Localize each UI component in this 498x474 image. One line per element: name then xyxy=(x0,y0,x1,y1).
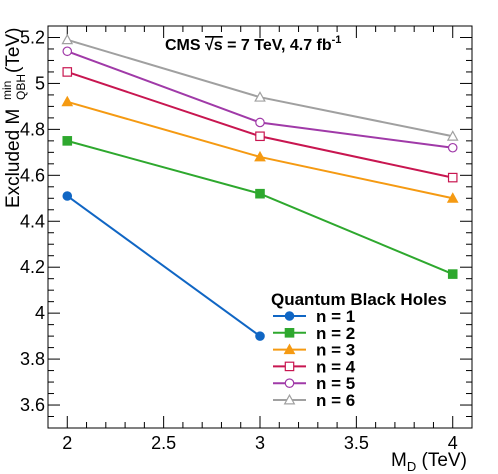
y-axis-label: Excluded M min QBH (TeV) xyxy=(0,28,28,208)
y-tick-label: 3.6 xyxy=(20,395,45,415)
data-point xyxy=(255,117,265,128)
y-axis-label-unit: (TeV) xyxy=(3,28,24,73)
y-tick-label: 4.6 xyxy=(20,165,45,185)
y-axis-label-sup: min xyxy=(0,81,14,100)
data-point xyxy=(62,67,73,77)
data-point xyxy=(447,142,458,153)
legend-entry-n5: n = 5 xyxy=(273,374,355,393)
legend-label: n = 1 xyxy=(316,307,355,326)
y-axis-label-sub: QBH xyxy=(14,74,28,100)
y-tick-label: 4.2 xyxy=(20,257,45,277)
data-point xyxy=(61,95,74,107)
legend-entry-n4: n = 4 xyxy=(273,357,356,376)
y-tick-label: 3.8 xyxy=(20,349,45,369)
x-axis-label: MD (TeV) xyxy=(391,450,467,474)
legend-marker xyxy=(284,328,295,338)
legend-entry-n6: n = 6 xyxy=(273,391,355,410)
series-line xyxy=(66,100,453,200)
x-tick-label: 2.5 xyxy=(151,433,176,453)
data-point xyxy=(254,91,266,102)
y-tick-label: 4.4 xyxy=(20,211,45,231)
data-point xyxy=(62,136,73,146)
series-n6 xyxy=(61,33,459,141)
x-tick-label: 4 xyxy=(448,433,458,453)
y-axis-label-main: Excluded M xyxy=(3,109,24,208)
x-tick-label: 2 xyxy=(62,433,72,453)
y-tick-label: 5.2 xyxy=(20,27,45,47)
legend-marker xyxy=(284,361,295,372)
chart-title: CMS √s = 7 TeV, 4.7 fb-1 xyxy=(165,34,341,54)
data-point xyxy=(254,150,266,162)
legend-marker xyxy=(284,311,295,321)
legend-marker xyxy=(283,393,296,405)
data-point xyxy=(255,331,265,341)
legend-entry-n3: n = 3 xyxy=(273,341,355,360)
legend-label: n = 2 xyxy=(316,324,355,343)
data-point xyxy=(255,131,265,142)
x-tick-label: 3 xyxy=(255,433,265,453)
data-point xyxy=(447,172,458,183)
legend-title: Quantum Black Holes xyxy=(271,290,447,309)
legend-marker xyxy=(283,343,296,355)
series-layer xyxy=(61,33,459,341)
svg-text:Excluded M: Excluded M xyxy=(3,109,24,208)
series-n2 xyxy=(62,136,458,279)
y-tick-label: 4 xyxy=(35,303,45,323)
series-n4 xyxy=(62,67,458,183)
x-tick-label: 3.5 xyxy=(344,433,369,453)
data-point xyxy=(62,191,73,201)
series-n1 xyxy=(62,191,265,341)
legend-entry-n1: n = 1 xyxy=(273,307,355,326)
y-tick-label: 4.8 xyxy=(20,119,45,139)
series-n3 xyxy=(61,95,459,203)
legend-entry-n2: n = 2 xyxy=(273,324,355,343)
series-n5 xyxy=(62,46,458,153)
data-point xyxy=(447,269,458,279)
legend-label: n = 5 xyxy=(316,374,355,393)
series-line xyxy=(66,195,261,337)
axes: 2 2.5 3 3.5 4 3.6 3.8 4 4.2 4.4 4.6 4.8 5 5.2 xyxy=(20,25,473,453)
legend-label: n = 6 xyxy=(316,391,355,410)
legend-label: n = 4 xyxy=(316,357,356,376)
y-tick-label: 5 xyxy=(35,73,45,93)
data-point xyxy=(62,46,73,57)
data-point xyxy=(446,130,459,141)
legend-marker xyxy=(284,378,295,388)
legend-label: n = 3 xyxy=(316,341,355,360)
data-point xyxy=(255,188,265,199)
data-point xyxy=(446,192,459,203)
data-point xyxy=(61,33,74,45)
